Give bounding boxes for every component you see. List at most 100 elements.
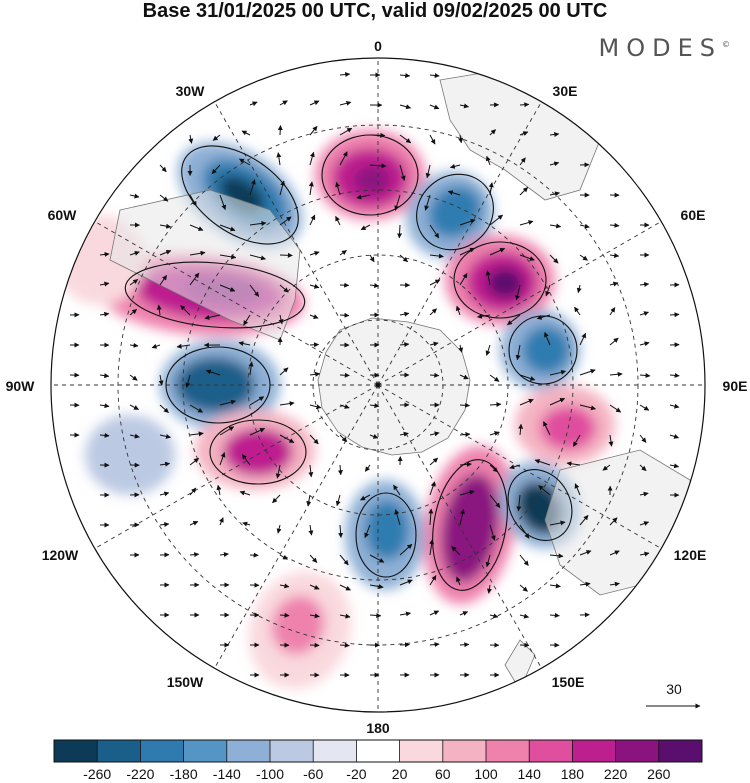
wind-vector (534, 459, 551, 466)
wind-vector (459, 642, 470, 648)
colorbar-swatch (356, 740, 400, 762)
wind-vector (249, 254, 266, 261)
wind-vector (549, 612, 560, 618)
wind-vector (306, 494, 312, 507)
anomaly-blob (271, 595, 325, 655)
wind-vector (185, 374, 191, 388)
wind-vector (489, 248, 506, 256)
wind-vector (219, 517, 224, 526)
wind-vector (519, 554, 529, 566)
colorbar-swatch (54, 740, 98, 762)
wind-vector (272, 494, 281, 504)
wind-vector (507, 314, 521, 326)
contour-line (416, 173, 494, 251)
wind-vector (428, 508, 434, 526)
wind-vector (459, 489, 475, 496)
lon-label-120w: 120W (42, 547, 79, 563)
colorbar-swatch (183, 740, 228, 762)
wind-vector (249, 428, 266, 436)
wind-vector (459, 218, 476, 226)
wind-vector (151, 343, 161, 349)
wind-vector (276, 524, 282, 534)
colorbar-tick-label: 140 (518, 766, 542, 782)
wind-vector (549, 191, 560, 197)
wind-vector (429, 575, 437, 586)
meridian-line (214, 384, 379, 669)
wind-vector (180, 305, 191, 316)
wind-vector (219, 552, 229, 557)
contour-lines (124, 134, 578, 591)
wind-vector (429, 253, 444, 259)
wind-vector (639, 373, 651, 378)
wind-vector (609, 581, 620, 587)
wind-vector (489, 129, 496, 136)
colorbar-swatch (270, 740, 314, 762)
wind-vector (335, 215, 341, 226)
wind-vector (243, 314, 251, 326)
wind-vector (519, 254, 535, 261)
wind-vector (489, 214, 503, 226)
wind-vector (485, 270, 491, 286)
wind-vector (485, 554, 491, 568)
wind-vector (516, 494, 522, 512)
wind-vector (338, 524, 344, 538)
wind-vector (579, 550, 592, 556)
wind-vector (425, 164, 431, 179)
wind-vector (99, 373, 110, 379)
wind-vector (238, 158, 251, 166)
contour-line (432, 459, 508, 591)
wind-vector (159, 404, 169, 413)
wind-vector (576, 284, 582, 294)
lon-label-150e: 150E (552, 674, 585, 690)
map-disc (51, 58, 705, 712)
wind-vector (189, 487, 197, 496)
wind-vector (99, 403, 110, 409)
contour-line (507, 469, 573, 541)
wind-vector (339, 312, 350, 318)
wind-vector (429, 481, 436, 496)
contour-line (124, 261, 306, 329)
wind-vector (459, 272, 468, 286)
wind-vector (275, 464, 281, 479)
anomaly-blob (354, 166, 390, 194)
lon-label-120e: 120E (674, 547, 707, 563)
wind-vector (99, 281, 110, 287)
lon-label-90e: 90E (723, 378, 748, 394)
wind-vector (238, 341, 251, 346)
wind-vector (219, 399, 236, 406)
wind-vector (485, 344, 491, 356)
wind-vector (393, 484, 401, 496)
wind-vector (489, 494, 501, 508)
wind-vector (219, 426, 235, 436)
wind-vector (279, 252, 293, 258)
wind-vector (574, 483, 581, 496)
lon-label-30e: 30E (553, 83, 578, 99)
anomaly-blob (522, 326, 570, 374)
colorbar-frame (53, 739, 703, 763)
contour-line (355, 492, 417, 578)
meridian-line (377, 384, 542, 669)
wind-vector (335, 494, 341, 507)
wind-vector (447, 190, 461, 196)
lon-label-90w: 90W (6, 378, 36, 394)
wind-vector (308, 524, 314, 536)
wind-vector (279, 554, 288, 560)
colorbar-tick-label: 260 (647, 766, 671, 782)
colorbar-tick-label: 100 (474, 766, 498, 782)
wind-vector (459, 374, 469, 380)
wind-vector (608, 434, 614, 447)
wind-vector (609, 517, 618, 526)
wind-vector (176, 343, 191, 349)
wind-vector (309, 613, 320, 619)
wind-vector (549, 254, 559, 264)
wind-vector (249, 101, 258, 107)
colorbar-swatch (615, 740, 660, 762)
wind-vector (241, 130, 251, 136)
wind-vector (189, 224, 204, 231)
wind-vector (339, 372, 350, 378)
wind-vector (549, 369, 567, 376)
wind-vector (639, 311, 649, 316)
wind-vector (459, 611, 469, 616)
wind-vector (515, 284, 521, 301)
wind-vector (579, 254, 588, 261)
